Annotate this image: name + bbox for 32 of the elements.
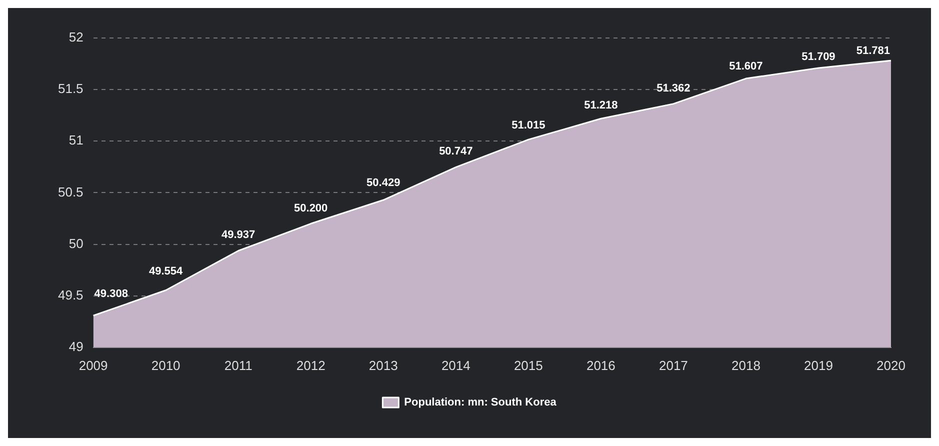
data-label: 50.429 [366, 176, 400, 189]
y-tick-label: 50.5 [58, 184, 84, 200]
y-tick-label: 49.5 [58, 287, 84, 302]
x-tick-label: 2019 [804, 358, 833, 373]
x-tick-label: 2011 [224, 358, 252, 373]
x-tick-label: 2016 [586, 358, 616, 373]
data-label: 50.747 [439, 145, 473, 158]
x-tick-label: 2017 [658, 358, 688, 373]
x-tick-label: 2009 [78, 358, 108, 373]
x-tick-label: 2014 [441, 358, 470, 373]
data-label: 51.607 [729, 60, 763, 73]
y-tick-label: 52 [68, 30, 84, 45]
x-tick-label: 2018 [732, 358, 760, 373]
x-tick-label: 2010 [151, 358, 180, 373]
data-label: 51.362 [656, 82, 690, 94]
data-label: 51.709 [802, 50, 836, 63]
y-tick-label: 50 [68, 236, 84, 251]
y-tick-label: 51 [68, 132, 84, 148]
data-label: 49.554 [148, 266, 184, 278]
data-label: 50.200 [294, 202, 328, 215]
x-tick-label: 2020 [876, 358, 906, 373]
data-label: 51.218 [584, 100, 618, 112]
data-label: 51.015 [512, 119, 546, 132]
x-tick-label: 2015 [514, 358, 543, 373]
data-label: 49.308 [94, 288, 128, 300]
y-tick-label: 51.5 [58, 81, 84, 96]
x-tick-label: 2012 [296, 358, 326, 373]
data-label: 49.937 [222, 229, 256, 242]
legend-label: Population: mn: South Korea [404, 396, 558, 409]
x-tick-label: 2013 [368, 358, 398, 373]
y-tick-label: 49 [68, 338, 84, 354]
data-label: 51.781 [856, 45, 890, 58]
